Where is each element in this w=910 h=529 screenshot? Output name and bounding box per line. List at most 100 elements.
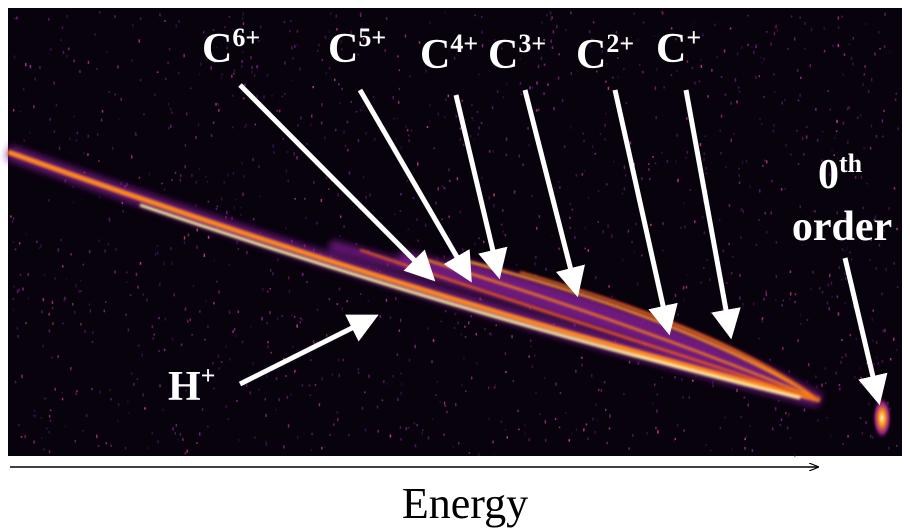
noise-dot	[376, 405, 379, 409]
noise-dot	[594, 152, 596, 155]
noise-dot	[724, 93, 727, 96]
noise-dot	[404, 34, 407, 38]
noise-dot	[43, 273, 46, 276]
noise-dot	[270, 351, 272, 354]
noise-dot	[265, 442, 268, 447]
noise-dot	[852, 62, 854, 66]
noise-dot	[685, 156, 687, 159]
noise-dot	[191, 173, 193, 177]
noise-dot	[631, 240, 633, 244]
noise-dot	[806, 126, 808, 128]
noise-dot	[457, 321, 459, 325]
noise-dot	[455, 115, 457, 118]
noise-dot	[633, 12, 635, 15]
noise-dot	[292, 57, 294, 60]
noise-dot	[139, 79, 142, 82]
noise-dot	[462, 248, 464, 252]
noise-dot	[789, 292, 792, 296]
noise-dot	[543, 92, 545, 96]
noise-dot	[864, 65, 866, 68]
noise-dot	[267, 345, 269, 349]
noise-dot	[563, 145, 566, 149]
ion-label: C2+	[576, 29, 634, 78]
noise-dot	[739, 273, 741, 278]
noise-dot	[704, 135, 707, 138]
noise-dot	[603, 46, 606, 50]
noise-dot	[410, 129, 413, 132]
noise-dot	[689, 189, 691, 191]
noise-dot	[136, 378, 139, 381]
noise-dot	[646, 431, 648, 435]
noise-dot	[774, 407, 777, 411]
noise-dot	[142, 293, 145, 296]
noise-dot	[174, 431, 176, 435]
noise-dot	[459, 138, 462, 141]
noise-dot	[99, 390, 102, 394]
noise-dot	[227, 173, 229, 177]
noise-dot	[653, 35, 656, 37]
noise-dot	[22, 287, 24, 291]
noise-dot	[544, 420, 547, 424]
noise-dot	[775, 24, 777, 29]
noise-dot	[61, 392, 63, 395]
noise-dot	[869, 259, 871, 261]
noise-dot	[82, 263, 85, 266]
noise-dot	[680, 226, 682, 229]
noise-dot	[856, 164, 858, 167]
noise-dot	[339, 102, 341, 104]
noise-dot	[733, 132, 735, 135]
noise-dot	[875, 341, 878, 345]
noise-dot	[709, 278, 711, 281]
noise-dot	[448, 168, 450, 172]
noise-dot	[100, 118, 103, 122]
noise-dot	[33, 410, 36, 412]
noise-dot	[831, 295, 833, 298]
noise-dot	[711, 69, 713, 72]
noise-dot	[458, 442, 460, 445]
noise-dot	[408, 358, 411, 362]
noise-dot	[399, 318, 402, 323]
noise-dot	[651, 402, 654, 405]
noise-dot	[827, 90, 829, 93]
noise-dot	[267, 290, 269, 293]
noise-dot	[19, 273, 22, 276]
noise-dot	[826, 416, 828, 419]
noise-dot	[269, 311, 271, 315]
noise-dot	[178, 20, 180, 23]
noise-dot	[98, 239, 100, 242]
noise-dot	[241, 60, 243, 64]
noise-dot	[389, 434, 392, 438]
noise-dot	[650, 223, 652, 227]
noise-dot	[48, 18, 50, 21]
label-base: 0	[818, 152, 839, 198]
noise-dot	[734, 78, 737, 82]
noise-dot	[406, 179, 408, 182]
noise-dot	[34, 414, 37, 418]
arrows	[238, 83, 888, 406]
noise-dot	[381, 399, 384, 402]
noise-dot	[170, 247, 172, 251]
noise-dot	[448, 215, 450, 218]
noise-dot	[763, 57, 765, 61]
noise-dot	[347, 148, 349, 152]
noise-dot	[744, 446, 746, 450]
noise-dot	[683, 429, 685, 432]
noise-dot	[747, 403, 749, 407]
noise-dot	[637, 361, 640, 365]
noise-dot	[615, 31, 618, 34]
noise-dot	[53, 81, 55, 85]
noise-dot	[514, 190, 517, 193]
noise-dot	[872, 436, 874, 439]
noise-dot	[76, 390, 78, 393]
noise-dot	[738, 167, 740, 170]
noise-dot	[635, 222, 637, 226]
noise-dot	[146, 298, 148, 302]
noise-dot	[96, 68, 98, 70]
noise-dot	[675, 160, 677, 164]
noise-dot	[535, 391, 537, 394]
noise-dot	[161, 182, 163, 185]
noise-dot	[776, 28, 779, 33]
noise-dot	[340, 48, 343, 51]
noise-dot	[540, 56, 543, 60]
